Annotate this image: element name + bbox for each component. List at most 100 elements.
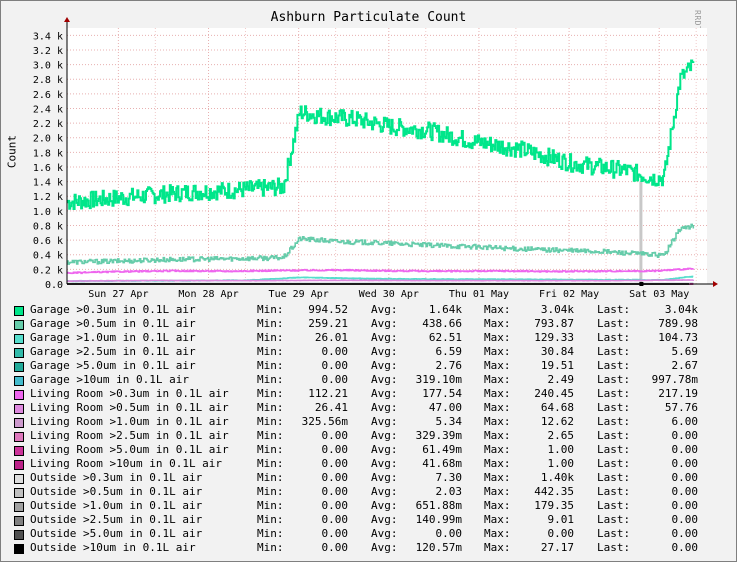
legend-last-value: 5.69 [671,345,699,358]
legend-min-label: Min: [257,485,284,498]
legend-row: Living Room >1.0um in 0.1L air Min: 325.56… [14,415,734,429]
legend-last-label: Last: [597,541,631,554]
legend-min-value: 0.00 [321,373,349,386]
legend-swatch [14,488,24,498]
axes [64,17,718,287]
x-tick-label: Fri 02 May [539,289,599,300]
legend-last-value: 0.00 [671,541,699,554]
legend-max-value: 793.87 [534,317,574,330]
legend-last-label: Last: [597,415,631,428]
legend-series-name: Outside >0.3um in 0.1L air [30,471,203,484]
y-tick-label: 2.8 k [33,75,63,86]
legend-max-value: 30.84 [540,345,574,358]
legend-avg-label: Avg: [371,485,398,498]
legend-last-label: Last: [597,471,631,484]
legend-max-label: Max: [484,485,511,498]
legend-min-label: Min: [257,401,284,414]
y-tick-label: 1.4 k [33,178,63,189]
legend-max-value: 442.35 [534,485,574,498]
legend-swatch [14,474,24,484]
legend-series-name: Living Room >0.3um in 0.1L air [30,387,229,400]
legend-min-label: Min: [257,415,284,428]
legend-row: Living Room >5.0um in 0.1L air Min: 0.00 Av… [14,443,734,457]
legend-min-value: 325.56m [301,415,348,428]
y-tick-label: 2.4 k [33,104,63,115]
legend-avg-label: Avg: [371,359,398,372]
x-tick-label: Sun 27 Apr [88,289,148,300]
x-axis-arrow [713,281,718,287]
y-tick-label: 1.0 k [33,207,63,218]
legend-row: Garage >2.5um in 0.1L air Min: 0.00 Avg: 6.5… [14,345,734,359]
legend-row: Living Room >10um in 0.1L air Min: 0.00 Avg… [14,457,734,471]
legend-row: Outside >2.5um in 0.1L air Min: 0.00 Avg: 14… [14,513,734,527]
legend-row: Outside >5.0um in 0.1L air Min: 0.00 Avg: 0.… [14,527,734,541]
legend-swatch [14,390,24,400]
legend-avg-label: Avg: [371,471,398,484]
legend-avg-label: Avg: [371,401,398,414]
legend-row: Living Room >0.5um in 0.1L air Min: 26.41 A… [14,401,734,415]
legend-avg-label: Avg: [371,527,398,540]
legend-max-value: 129.33 [534,331,574,344]
legend-min-label: Min: [257,471,284,484]
legend-max-value: 1.00 [547,443,575,456]
legend-max-label: Max: [484,401,511,414]
legend-last-label: Last: [597,457,631,470]
legend-max-label: Max: [484,387,511,400]
legend-avg-value: 329.39m [415,429,462,442]
legend-series-name: Outside >5.0um in 0.1L air [30,527,203,540]
legend-max-label: Max: [484,429,511,442]
y-tick-label: 0.2 k [33,265,63,276]
legend-max-label: Max: [484,359,511,372]
legend-max-label: Max: [484,457,511,470]
series-line [67,59,695,210]
y-tick-label: 3.0 k [33,61,63,72]
legend-max-value: 2.65 [547,429,575,442]
legend-min-value: 0.00 [321,513,349,526]
legend-series-name: Outside >10um in 0.1L air [30,541,196,554]
legend-last-value: 0.00 [671,499,699,512]
legend-swatch [14,418,24,428]
legend-min-label: Min: [257,373,284,386]
legend-swatch [14,320,24,330]
legend-avg-value: 7.30 [435,471,463,484]
legend-min-value: 26.41 [314,401,348,414]
legend-last-label: Last: [597,373,631,386]
legend-swatch [14,446,24,456]
legend-min-label: Min: [257,345,284,358]
legend-row: Outside >0.5um in 0.1L air Min: 0.00 Avg: 2.… [14,485,734,499]
legend-min-value: 0.00 [321,541,349,554]
legend-max-label: Max: [484,471,511,484]
legend-min-value: 0.00 [321,457,349,470]
legend-avg-value: 62.51 [428,331,462,344]
legend-swatch [14,544,24,554]
legend-min-label: Min: [257,443,284,456]
legend-last-label: Last: [597,513,631,526]
legend-last-label: Last: [597,345,631,358]
legend-series-name: Garage >0.5um in 0.1L air [30,317,196,330]
legend-last-label: Last: [597,317,631,330]
legend-max-value: 0.00 [547,527,575,540]
legend-min-value: 0.00 [321,485,349,498]
legend-last-value: 0.00 [671,443,699,456]
legend-series-name: Outside >1.0um in 0.1L air [30,499,203,512]
legend-max-value: 19.51 [540,359,574,372]
legend-avg-value: 2.03 [435,485,463,498]
legend-avg-value: 61.49m [422,443,462,456]
legend-max-value: 27.17 [540,541,574,554]
legend-avg-label: Avg: [371,387,398,400]
legend-min-value: 112.21 [308,387,348,400]
legend-avg-label: Avg: [371,541,398,554]
legend-max-value: 2.49 [547,373,575,386]
legend-max-label: Max: [484,317,511,330]
legend-series-name: Garage >0.3um in 0.1L air [30,303,196,316]
legend-swatch [14,502,24,512]
legend-min-value: 0.00 [321,429,349,442]
legend-avg-label: Avg: [371,415,398,428]
legend-swatch [14,362,24,372]
legend-row: Living Room >2.5um in 0.1L air Min: 0.00 Av… [14,429,734,443]
legend-min-label: Min: [257,429,284,442]
legend-min-value: 259.21 [308,317,348,330]
legend-avg-label: Avg: [371,317,398,330]
x-tick-label: Mon 28 Apr [178,289,238,300]
legend-max-label: Max: [484,415,511,428]
